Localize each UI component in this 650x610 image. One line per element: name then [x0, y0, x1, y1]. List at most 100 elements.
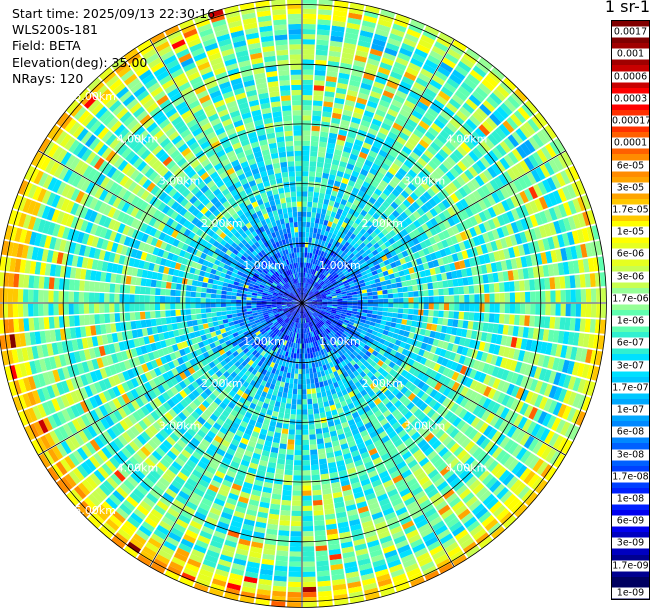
gate-cell — [333, 154, 341, 161]
gate-cell — [587, 381, 596, 397]
gate-cell — [590, 349, 598, 365]
gate-cell — [352, 294, 358, 298]
gate-cell — [288, 383, 294, 389]
gate-cell — [570, 289, 577, 303]
gate-cell — [316, 555, 329, 562]
gate-cell — [486, 364, 495, 376]
gate-cell — [312, 304, 318, 306]
gate-cell — [281, 397, 287, 404]
gate-cell — [310, 150, 318, 157]
gate-cell — [348, 12, 363, 20]
gate-cell — [467, 134, 479, 147]
gate-cell — [302, 28, 316, 35]
gate-cell — [365, 268, 372, 274]
gate-cell — [306, 300, 313, 303]
gate-cell — [484, 293, 490, 303]
gate-cell — [399, 202, 408, 212]
gate-cell — [475, 350, 484, 361]
gate-cell — [580, 289, 587, 303]
gate-cell — [316, 228, 322, 235]
gate-cell — [302, 59, 314, 65]
gate-cell — [316, 296, 322, 300]
gate-cell — [404, 225, 413, 234]
gate-cell — [425, 229, 433, 239]
gate-cell — [411, 320, 418, 327]
gate-cell — [539, 278, 546, 290]
gate-cell — [377, 66, 391, 76]
gate-cell — [320, 291, 326, 295]
gate-cell — [414, 48, 428, 59]
gate-cell — [305, 262, 309, 268]
gate-cell — [430, 252, 437, 261]
gate-cell — [317, 397, 323, 404]
gate-cell — [306, 303, 313, 306]
gate-cell — [347, 297, 353, 301]
gate-cell — [572, 260, 580, 274]
gate-cell — [424, 59, 439, 70]
gate-cell — [462, 184, 472, 195]
gate-cell — [498, 313, 505, 324]
gate-cell — [364, 281, 371, 286]
gate-cell — [503, 314, 510, 325]
gate-cell — [429, 330, 436, 339]
gate-cell — [314, 69, 326, 76]
gate-cell — [341, 221, 348, 229]
gate-cell — [313, 282, 318, 288]
gate-cell — [533, 366, 542, 380]
gate-cell — [324, 91, 335, 98]
gate-cell — [391, 66, 405, 76]
gate-cell — [462, 102, 475, 114]
gate-cell — [376, 315, 383, 320]
gate-cell — [406, 155, 417, 165]
gate-cell — [402, 38, 417, 48]
gate-cell — [423, 303, 429, 310]
gate-cell — [463, 52, 478, 65]
gate-cell — [311, 469, 320, 476]
gate-cell — [306, 216, 311, 223]
gate-cell — [390, 250, 397, 257]
gate-cell — [508, 181, 519, 195]
gate-cell — [340, 275, 346, 281]
gate-cell — [376, 71, 389, 81]
gate-cell — [347, 219, 355, 227]
gate-cell — [429, 50, 444, 61]
gate-cell — [387, 331, 394, 338]
gate-cell — [302, 206, 307, 212]
gate-cell — [369, 321, 376, 327]
gate-cell — [337, 219, 344, 227]
gate-cell — [399, 108, 411, 119]
gate-cell — [534, 315, 541, 328]
gate-cell — [408, 303, 414, 309]
gate-cell — [421, 92, 435, 103]
gate-cell — [365, 5, 380, 14]
gate-cell — [361, 20, 376, 29]
gate-cell — [379, 99, 391, 109]
ray-7 — [302, 19, 425, 303]
gate-cell — [428, 160, 438, 170]
gate-cell — [374, 322, 381, 328]
gate-cell — [318, 376, 323, 383]
gate-cell — [274, 473, 284, 480]
gate-cell — [407, 169, 418, 179]
gate-cell — [512, 349, 521, 361]
gate-cell — [557, 403, 567, 418]
gate-cell — [477, 234, 486, 245]
gate-cell — [376, 23, 391, 33]
gate-cell — [316, 306, 322, 310]
gate-cell — [291, 505, 302, 512]
gate-cell — [329, 195, 337, 202]
gate-cell — [537, 239, 546, 252]
gate-cell — [369, 48, 383, 57]
gate-cell — [406, 320, 413, 326]
gate-cell — [325, 253, 330, 259]
gate-cell — [302, 44, 315, 50]
gate-cell — [540, 127, 553, 142]
gate-cell — [304, 257, 307, 263]
gate-cell — [562, 374, 572, 389]
gate-cell — [529, 378, 539, 392]
gate-cell — [312, 367, 317, 374]
gate-cell — [293, 378, 298, 385]
gate-cell — [478, 341, 486, 352]
gate-cell — [296, 409, 302, 415]
gate-cell — [415, 143, 427, 153]
